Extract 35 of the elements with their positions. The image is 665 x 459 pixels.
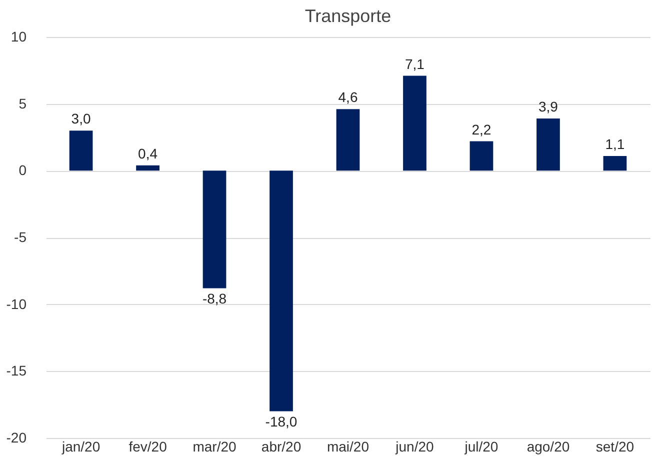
y-tick-label: 10	[10, 28, 27, 44]
bar	[136, 165, 160, 171]
bar	[403, 76, 426, 171]
data-label: 3,9	[538, 98, 558, 115]
bar	[69, 130, 93, 171]
chart-title: Transporte	[304, 6, 392, 26]
y-tick-label: -10	[6, 296, 27, 312]
bar	[202, 170, 226, 288]
x-tick-label: set/20	[596, 438, 634, 454]
y-tick-label: 5	[18, 95, 27, 112]
data-label: 2,2	[472, 121, 492, 138]
x-tick-label: mai/20	[326, 438, 370, 454]
bar	[536, 118, 560, 171]
y-tick-label: -5	[14, 229, 27, 245]
y-tick-label: 0	[18, 162, 27, 178]
x-tick-label: fev/20	[128, 438, 168, 454]
data-label: 4,6	[338, 89, 358, 106]
bar	[336, 109, 360, 171]
bar	[470, 141, 494, 171]
data-label: -8,8	[202, 290, 227, 306]
x-tick-label: jan/20	[60, 438, 100, 454]
x-tick-label: ago/20	[526, 438, 570, 454]
y-tick-label: -15	[6, 362, 27, 379]
data-label: -18,0	[265, 413, 298, 430]
x-tick-label: mar/20	[192, 438, 237, 454]
data-label: 0,4	[138, 145, 158, 162]
bar	[270, 170, 293, 412]
data-label: 3,0	[71, 110, 91, 127]
data-label: 1,1	[605, 136, 625, 152]
x-tick-label: abr/20	[261, 438, 302, 454]
y-tick-label: -20	[6, 430, 27, 446]
x-tick-label: jun/20	[394, 438, 434, 454]
bar	[603, 156, 627, 171]
x-tick-label: jul/20	[464, 438, 498, 454]
data-label: 7,1	[405, 56, 425, 72]
